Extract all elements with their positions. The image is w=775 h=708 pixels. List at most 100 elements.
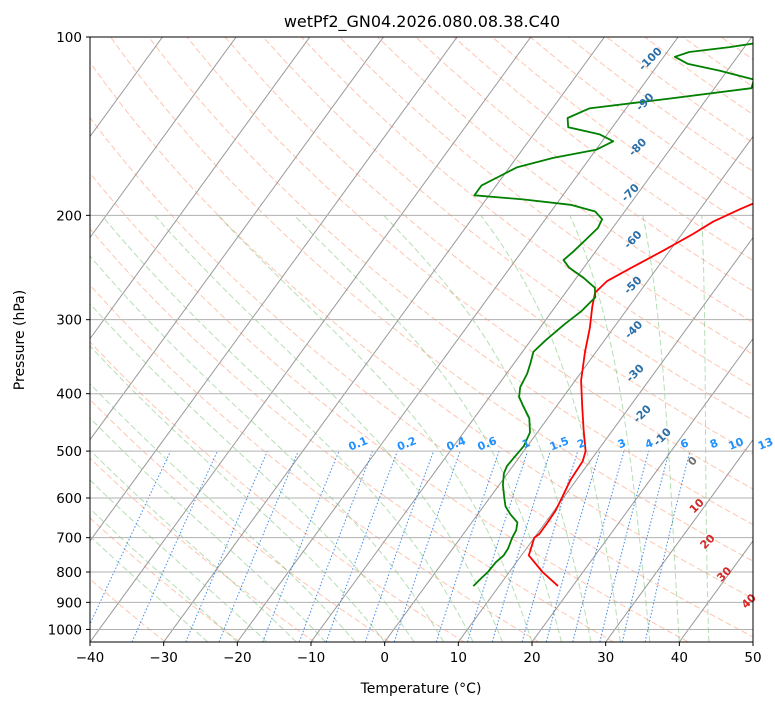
moist-adiabat-label: 40 [739,591,759,611]
x-tick-label: 50 [744,650,761,666]
dry-adiabat [90,172,689,642]
temperature-line [527,202,753,587]
x-tick-label: −40 [76,650,105,666]
dry-adiabat [90,517,241,642]
mixing-ratio-line [644,450,691,642]
dry-adiabat-label: -50 [621,273,644,296]
isotherm [752,641,753,642]
mixing-ratio-label: 13 [756,435,775,453]
dry-adiabat [90,228,614,642]
dry-adiabat [339,37,753,355]
x-tick-label: 20 [523,650,540,666]
isotherm [678,540,753,642]
mixing-ratio-label: 10 [727,435,746,453]
mixing-ratio-line [572,450,625,642]
y-tick-label: 600 [56,491,82,507]
mixing-ratio-line [467,450,529,642]
moist-adiabat [90,255,445,642]
dry-adiabat-label: -80 [626,135,649,158]
moist-adiabat-label: 10 [687,496,707,516]
dry-adiabat [90,398,390,642]
y-tick-label: 900 [56,595,82,611]
mixing-ratio-line [545,450,601,642]
dry-adiabat-label: -20 [631,402,654,425]
isotherm [90,37,237,239]
isotherm [310,37,753,642]
mixing-ratio-line [218,450,299,642]
dry-adiabat-label: -40 [622,318,645,341]
moist-adiabat [701,215,710,642]
moist-adiabat [90,382,356,642]
dry-adiabat-label: -30 [624,361,647,384]
x-tick-label: 40 [671,650,688,666]
dry-adiabat [377,37,753,323]
isotherm [457,236,753,642]
moist-adiabat [480,215,621,642]
moist-adiabat [101,214,474,642]
mixing-ratio-line [621,450,670,642]
moist-adiabat [383,214,592,642]
mixing-ratio-line [185,450,268,642]
moist-adiabat [569,215,651,642]
isotherm [90,37,384,441]
y-axis-label: Pressure (hPa) [12,290,28,390]
dry-adiabat [90,578,166,642]
mixing-ratio-line [435,450,500,642]
moist-adiabat [90,535,209,642]
y-tick-label: 100 [56,30,82,46]
dry-adiabat [720,37,753,61]
mixing-ratio-line [298,450,374,642]
mixing-ratio-label: 6 [679,436,691,451]
mixing-ratio-label: 2 [575,436,587,451]
mixing-ratio-label: 1 [520,436,532,451]
mixing-ratio-line [131,450,218,642]
dry-adiabat [415,37,753,292]
moist-adiabat-label: 30 [714,564,734,584]
mixing-ratio-line [521,450,579,642]
moist-adiabat-label: 20 [698,532,718,552]
mixing-ratio-label: 8 [708,436,720,451]
x-axis-label: Temperature (°C) [360,681,482,697]
mixing-ratio-line [325,450,398,642]
background-lines [90,37,753,642]
dry-adiabat [90,341,465,642]
moist-adiabat [293,214,562,642]
dewpoint-line [472,42,753,587]
isotherm [90,37,532,642]
y-tick-label: 200 [56,208,82,224]
moist-adiabat [90,303,415,642]
moist-adiabat-label: 0 [685,454,700,469]
dry-adiabat [262,37,753,421]
dry-adiabat [90,457,315,642]
dry-adiabat [186,37,753,490]
dry-adiabat [453,37,753,261]
x-tick-label: −20 [223,650,252,666]
dry-adiabat [529,37,753,202]
x-tick-label: −30 [149,650,178,666]
mixing-ratio-line [599,450,650,642]
dry-adiabat-label: -10 [651,425,674,448]
isotherm [90,37,458,542]
y-tick-label: 800 [56,565,82,581]
dry-adiabat [682,37,753,88]
y-tick-label: 400 [56,387,82,403]
moist-adiabat [217,214,533,642]
dry-adiabat [90,116,753,638]
y-tick-label: 1000 [48,622,82,638]
chart-title: wetPf2_GN04.2026.080.08.38.C40 [284,12,560,32]
dry-adiabat [224,37,753,455]
y-tick-label: 500 [56,444,82,460]
axis-ticks: −40 −30 −20 −10 0 10 20 30 40 5010020030040050060… [48,30,762,666]
dry-adiabat [644,37,753,116]
mixing-ratio-line [262,450,340,642]
x-tick-label: −10 [297,650,326,666]
y-tick-label: 300 [56,313,82,329]
isotherm [90,37,311,340]
moist-adiabat [90,345,386,642]
dry-adiabat-label: -60 [621,228,644,251]
profile-lines [472,42,753,587]
isotherm [384,135,753,642]
x-tick-label: 10 [450,650,467,666]
y-tick-label: 700 [56,531,82,547]
moist-adiabat [90,507,238,642]
